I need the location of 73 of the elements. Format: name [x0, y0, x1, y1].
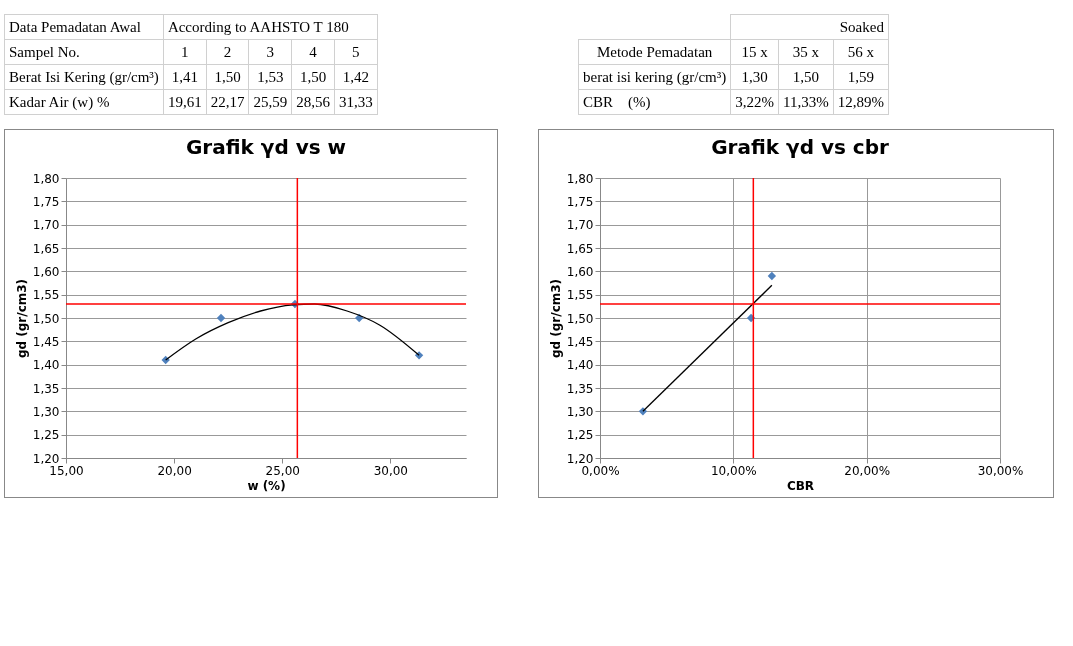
text: 31,33 — [334, 89, 378, 115]
chart-title: Grafik γd vs w — [185, 135, 347, 159]
y-tick-label: 1,50 — [32, 311, 60, 326]
y-tick-label: 1,25 — [566, 428, 594, 443]
text: Sampel No. — [4, 39, 164, 65]
text: 3,22% — [730, 89, 779, 115]
text: Kadar Air (w) % — [4, 89, 164, 115]
x-tick-label: 20,00 — [157, 463, 192, 478]
y-tick-label: 1,50 — [566, 311, 594, 326]
y-tick-label: 1,55 — [566, 288, 594, 303]
text: 1,59 — [833, 64, 889, 90]
y-tick-label: 1,25 — [32, 428, 60, 443]
y-tick-label: 1,70 — [32, 218, 60, 233]
text: 28,56 — [291, 89, 335, 115]
x-tick-label: 25,00 — [265, 463, 300, 478]
text: 1,50 — [778, 64, 834, 90]
y-tick-label: 1,60 — [32, 264, 60, 279]
text: 15 x — [730, 39, 779, 65]
text: 2 — [206, 39, 249, 65]
text: Metode Pemadatan — [578, 39, 731, 65]
y-tick-label: 1,35 — [32, 381, 60, 396]
text: 4 — [291, 39, 335, 65]
y-tick-label: 1,45 — [566, 334, 594, 349]
text: 12,89% — [833, 89, 889, 115]
x-axis-title: w (%) — [247, 478, 286, 493]
text: 19,61 — [163, 89, 207, 115]
y-tick-label: 1,80 — [32, 171, 60, 186]
text: CBR (%) — [578, 89, 731, 115]
y-tick-label: 1,60 — [566, 264, 594, 279]
y-tick-label: 1,30 — [32, 404, 60, 419]
y-tick-label: 1,75 — [32, 194, 60, 209]
y-tick-label: 1,70 — [566, 218, 594, 233]
text: According to AAHSTO T 180 — [163, 14, 378, 40]
text: 56 x — [833, 39, 889, 65]
chart-title: Grafik γd vs cbr — [711, 135, 889, 159]
text: 1,41 — [163, 64, 207, 90]
y-tick-label: 1,20 — [32, 451, 60, 466]
x-tick-label: 30,00% — [977, 463, 1024, 478]
y-axis-title: gd (gr/cm3) — [14, 278, 29, 359]
text: berat isi kering (gr/cm³) — [578, 64, 731, 90]
y-tick-label: 1,55 — [32, 288, 60, 303]
text: Soaked — [730, 14, 889, 40]
text: 5 — [334, 39, 378, 65]
y-tick-label: 1,35 — [566, 381, 594, 396]
y-tick-label: 1,80 — [566, 171, 594, 186]
text: 1,53 — [248, 64, 292, 90]
x-tick-label: 30,00 — [373, 463, 408, 478]
y-tick-label: 1,75 — [566, 194, 594, 209]
text: 1 — [163, 39, 207, 65]
x-tick-label: 10,00% — [710, 463, 757, 478]
text: 11,33% — [778, 89, 834, 115]
text: Berat Isi Kering (gr/cm³) — [4, 64, 164, 90]
text: 25,59 — [248, 89, 292, 115]
x-tick-label: 15,00 — [49, 463, 84, 478]
text: Data Pemadatan Awal — [4, 14, 164, 40]
y-tick-label: 1,40 — [566, 358, 594, 373]
text: 35 x — [778, 39, 834, 65]
y-tick-label: 1,40 — [32, 358, 60, 373]
y-tick-label: 1,45 — [32, 334, 60, 349]
y-tick-label: 1,65 — [566, 241, 594, 256]
y-tick-label: 1,30 — [566, 404, 594, 419]
text: 1,42 — [334, 64, 378, 90]
text: 22,17 — [206, 89, 249, 115]
y-tick-label: 1,20 — [566, 451, 594, 466]
y-axis-title: gd (gr/cm3) — [548, 278, 563, 359]
x-tick-label: 0,00% — [581, 463, 620, 478]
x-axis-title: CBR — [786, 478, 815, 493]
text: 3 — [248, 39, 292, 65]
y-tick-label: 1,65 — [32, 241, 60, 256]
text: 1,50 — [206, 64, 249, 90]
text: 1,30 — [730, 64, 779, 90]
x-tick-label: 20,00% — [844, 463, 891, 478]
text: 1,50 — [291, 64, 335, 90]
